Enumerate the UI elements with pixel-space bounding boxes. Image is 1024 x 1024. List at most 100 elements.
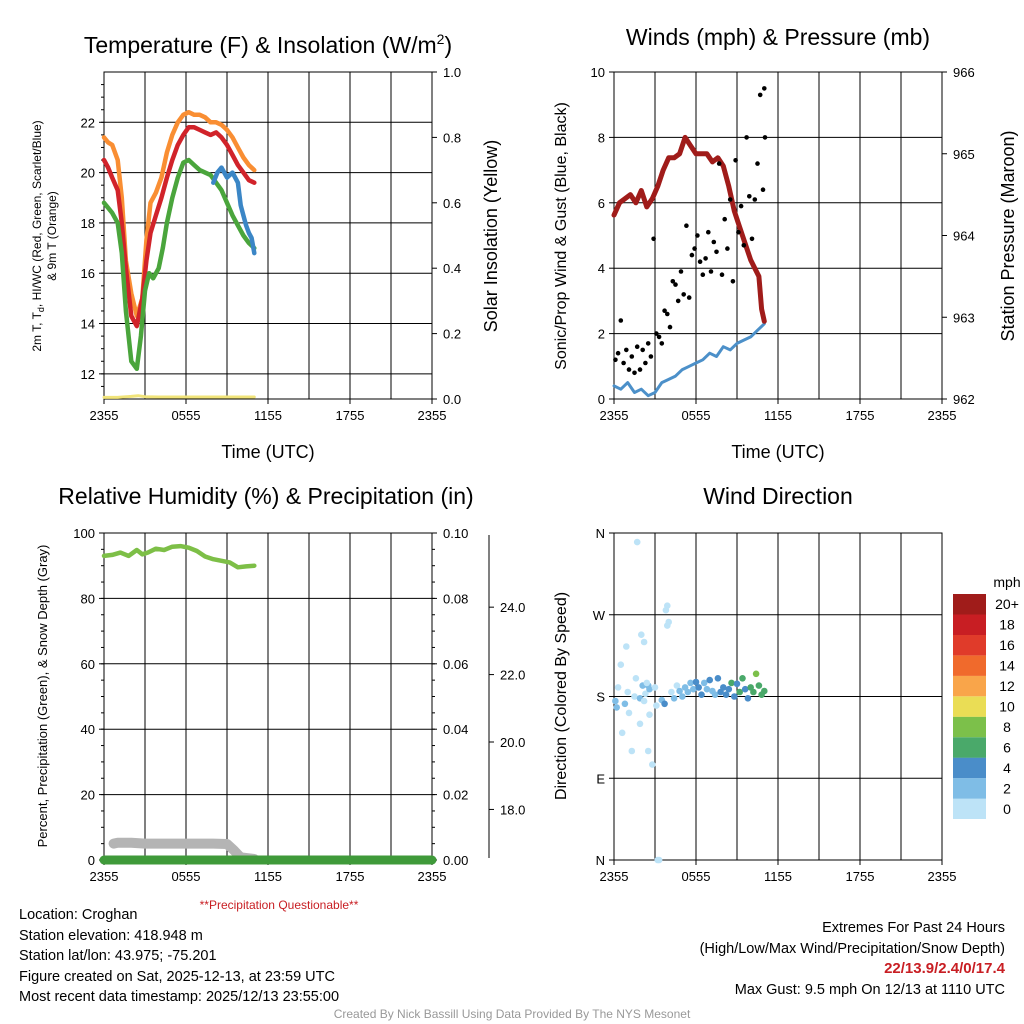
series-line-wind — [612, 322, 766, 398]
colorbar-label: 18 — [999, 617, 1015, 633]
x-tick-label: 2355 — [600, 869, 629, 884]
y-tick-label-right: 0.08 — [443, 591, 468, 606]
y-tick-label-right: 963 — [953, 310, 975, 325]
y-tick-label-right: 962 — [953, 392, 975, 407]
chart-title: Winds (mph) & Pressure (mb) — [626, 24, 930, 50]
series-line-pressure — [611, 134, 767, 324]
y-tick-label-right: 0.02 — [443, 788, 468, 803]
colorbar-swatch — [953, 634, 986, 656]
gust-point — [708, 269, 714, 274]
x-tick-label: 0555 — [172, 408, 201, 423]
y-tick-label-right: 966 — [953, 65, 975, 80]
direction-point — [643, 679, 651, 687]
gust-point — [762, 86, 767, 91]
y-tick-label-right: 0.06 — [443, 657, 468, 672]
chart-title: Relative Humidity (%) & Precipitation (i… — [58, 483, 473, 509]
direction-point — [618, 729, 626, 737]
y-tick-label-left: 2 — [598, 327, 605, 342]
direction-point — [636, 720, 644, 728]
series-line-2m-t — [101, 125, 257, 329]
chart-title: Wind Direction — [703, 483, 853, 509]
colorbar-label: 14 — [999, 658, 1015, 674]
direction-point — [621, 700, 629, 708]
y-tick-label-left: 14 — [81, 317, 95, 332]
direction-point — [684, 688, 692, 696]
y-tick-label-left: 40 — [81, 722, 95, 737]
direction-point — [761, 687, 768, 695]
y-tick-label-right: 0.2 — [443, 327, 461, 342]
direction-point — [653, 702, 660, 709]
colorbar-swatch — [953, 614, 986, 635]
x-tick-label: 1755 — [846, 869, 875, 884]
extremes-title: Extremes For Past 24 Hours — [822, 920, 1005, 936]
direction-point — [646, 711, 653, 718]
x-tick-label: 1755 — [336, 408, 365, 423]
y-tick-label-left: 16 — [81, 266, 95, 281]
x-tick-label: 0555 — [682, 408, 711, 423]
gust-point — [673, 282, 678, 287]
x-axis-title: Time (UTC) — [221, 442, 314, 462]
direction-point — [670, 695, 678, 702]
direction-point — [731, 693, 738, 700]
gust-point — [665, 311, 670, 317]
direction-point — [651, 684, 659, 691]
gust-point — [656, 334, 662, 340]
colorbar-swatch — [953, 594, 986, 615]
gust-point — [762, 135, 768, 140]
gust-point — [733, 158, 738, 163]
x-tick-label: 2355 — [600, 408, 629, 423]
direction-point — [744, 695, 752, 702]
x-axis-title: Time (UTC) — [731, 442, 824, 462]
temperature-panel: Temperature (F) & Insolation (W/m2) 12 14 1… — [30, 31, 501, 462]
y-tick-label-left: 22 — [81, 115, 95, 130]
gust-point — [643, 360, 648, 366]
gust-point — [640, 347, 645, 353]
direction-point — [714, 675, 722, 682]
gust-point — [727, 197, 733, 202]
gust-point — [615, 350, 621, 356]
direction-point — [642, 690, 649, 698]
gust-point — [741, 243, 747, 248]
colorbar-swatch — [953, 716, 986, 738]
direction-point — [736, 688, 743, 696]
direction-point — [612, 697, 619, 705]
gust-point — [651, 236, 656, 242]
direction-point — [617, 661, 625, 668]
direction-point — [687, 679, 694, 687]
y-tick-label-left: 100 — [73, 526, 95, 541]
series-line-snow-depth — [108, 837, 260, 864]
x-tick-label: 1155 — [254, 869, 282, 884]
y-tick-label-right: 0.6 — [443, 196, 461, 211]
x-tick-label: 2355 — [418, 869, 447, 884]
y-tick-label-left: 12 — [81, 367, 95, 382]
location-text: Location: Croghan — [19, 907, 138, 923]
recent-data-text: Most recent data timestamp: 2025/12/13 2… — [19, 989, 340, 1005]
gust-point — [613, 357, 618, 363]
x-tick-label: 2355 — [928, 408, 957, 423]
direction-point — [624, 688, 631, 696]
gust-point — [706, 229, 711, 235]
y-tick-label-left: 6 — [598, 196, 605, 211]
y-tick-label-left: 60 — [81, 657, 95, 672]
direction-point — [695, 684, 702, 691]
x-tick-label: 2355 — [928, 869, 957, 884]
created-text: Figure created on Sat, 2025-12-13, at 23… — [19, 968, 335, 985]
direction-point — [644, 747, 652, 755]
extremes-info: Extremes For Past 24 Hours (High/Low/Max… — [700, 918, 1005, 1000]
gust-point — [626, 367, 632, 372]
direction-point — [733, 680, 741, 688]
y-axis-title-right: Station Pressure (Maroon) — [998, 130, 1018, 341]
colorbar-label: 12 — [999, 678, 1015, 694]
gust-point — [695, 233, 700, 238]
gust-point — [755, 161, 760, 166]
max-gust-text: Max Gust: 9.5 mph On 12/13 at 1110 UTC — [734, 981, 1005, 998]
y-tick-label-right: 0.0 — [443, 392, 461, 407]
station-info: Location: Croghan Station elevation: 418… — [19, 905, 339, 1008]
colorbar-swatch — [953, 798, 986, 819]
direction-point — [676, 687, 683, 695]
gust-point — [714, 249, 719, 255]
y-tick-label-right: 964 — [953, 229, 975, 244]
y-tick-label-left: 4 — [598, 261, 605, 276]
